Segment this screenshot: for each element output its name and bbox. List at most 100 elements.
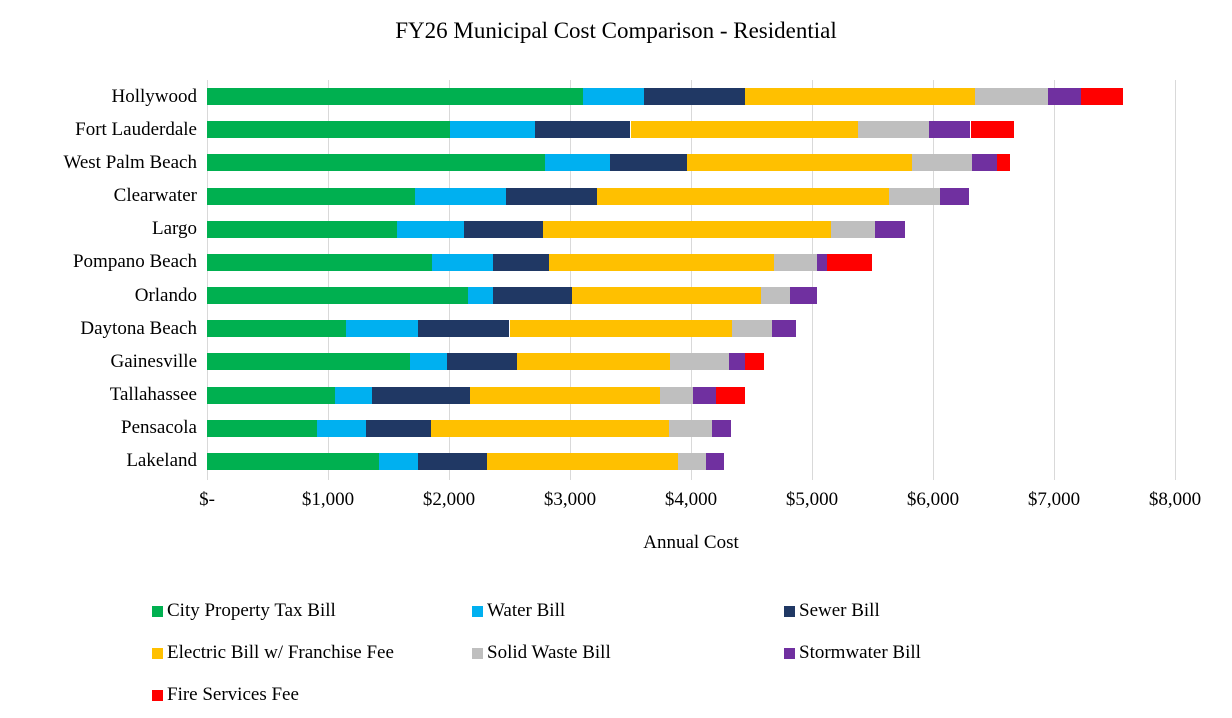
bar-segment xyxy=(1047,88,1081,106)
bar-row xyxy=(207,419,1175,437)
bar-segment xyxy=(410,353,447,371)
bar-segment xyxy=(378,452,418,470)
bar-segment xyxy=(396,220,464,238)
bar-segment xyxy=(346,320,418,338)
gridline xyxy=(933,80,934,480)
legend-swatch-icon xyxy=(152,689,163,701)
bar-segment xyxy=(516,353,671,371)
bar-segment xyxy=(643,88,746,106)
legend-item: Electric Bill w/ Franchise Fee xyxy=(152,642,394,664)
gridline xyxy=(570,80,571,480)
bar-segment xyxy=(929,121,971,139)
bar-segment xyxy=(816,253,827,271)
bar-segment xyxy=(705,452,724,470)
bar-segment xyxy=(687,154,913,172)
bar-segment xyxy=(693,386,717,404)
bar-segment xyxy=(912,154,972,172)
legend-label: Stormwater Bill xyxy=(799,642,921,663)
legend-item: Water Bill xyxy=(472,600,565,622)
bar-segment xyxy=(415,187,506,205)
bar-segment xyxy=(417,452,487,470)
x-axis-title: Annual Cost xyxy=(643,532,739,553)
gridline xyxy=(328,80,329,480)
x-axis-tick-label: $8,000 xyxy=(1148,489,1202,510)
y-axis-category-label: Pensacola xyxy=(121,417,197,439)
bar-segment xyxy=(534,121,631,139)
bar-segment xyxy=(774,253,817,271)
bar-segment xyxy=(207,320,347,338)
x-axis-tick-label: $1,000 xyxy=(301,489,355,510)
bar-segment xyxy=(207,419,318,437)
bar-segment xyxy=(971,154,998,172)
bar-row xyxy=(207,287,1175,305)
x-axis-tick-label: $6,000 xyxy=(906,489,960,510)
bar-segment xyxy=(975,88,1048,106)
bar-segment xyxy=(659,386,694,404)
bar-row xyxy=(207,320,1175,338)
bar-row xyxy=(207,253,1175,271)
bar-segment xyxy=(831,220,875,238)
bar-segment xyxy=(417,320,510,338)
bar-segment xyxy=(430,419,670,437)
bar-segment xyxy=(450,121,535,139)
bar-segment xyxy=(761,287,791,305)
y-axis-category-label: Largo xyxy=(151,218,197,240)
legend-label: Fire Services Fee xyxy=(167,684,299,705)
y-axis-category-label: Orlando xyxy=(134,284,197,306)
y-axis-category-label: Tallahassee xyxy=(109,384,197,406)
bar-segment xyxy=(207,187,416,205)
bar-segment xyxy=(1080,88,1123,106)
bar-segment xyxy=(583,88,644,106)
bar-segment xyxy=(317,419,366,437)
x-axis-tick-label: $3,000 xyxy=(543,489,597,510)
bar-segment xyxy=(997,154,1011,172)
gridline xyxy=(449,80,450,480)
y-axis-category-label: Hollywood xyxy=(111,85,198,107)
legend-label: Solid Waste Bill xyxy=(487,642,611,663)
bar-segment xyxy=(335,386,372,404)
y-axis-category-label: Daytona Beach xyxy=(80,317,197,339)
y-axis-category-label: Clearwater xyxy=(113,185,197,207)
bar-segment xyxy=(670,353,729,371)
legend-item: City Property Tax Bill xyxy=(152,600,336,622)
legend-swatch-icon xyxy=(784,647,795,659)
bar-segment xyxy=(826,253,873,271)
bar-segment xyxy=(446,353,517,371)
bar-segment xyxy=(432,253,493,271)
bar-segment xyxy=(207,386,336,404)
legend-item: Stormwater Bill xyxy=(784,642,921,664)
bar-segment xyxy=(732,320,773,338)
gridline xyxy=(1054,80,1055,480)
legend-label: Sewer Bill xyxy=(799,600,880,621)
bar-segment xyxy=(711,419,731,437)
bar-segment xyxy=(468,287,493,305)
bar-segment xyxy=(609,154,688,172)
bar-row xyxy=(207,452,1175,470)
bar-segment xyxy=(716,386,746,404)
bar-segment xyxy=(970,121,1015,139)
bar-segment xyxy=(790,287,817,305)
x-axis-tick-label: $2,000 xyxy=(422,489,476,510)
bar-segment xyxy=(544,154,610,172)
gridline xyxy=(1175,80,1176,480)
x-axis-tick-label: $4,000 xyxy=(664,489,718,510)
bar-row xyxy=(207,154,1175,172)
bar-segment xyxy=(463,220,544,238)
bar-segment xyxy=(469,386,660,404)
y-axis-category-label: Lakeland xyxy=(126,450,197,472)
legend-swatch-icon xyxy=(152,647,163,659)
bar-segment xyxy=(874,220,906,238)
legend-swatch-icon xyxy=(472,605,483,617)
y-axis-category-label: West Palm Beach xyxy=(63,151,197,173)
bar-segment xyxy=(728,353,746,371)
x-axis-tick-label: $- xyxy=(199,489,215,510)
legend-item: Fire Services Fee xyxy=(152,684,299,706)
y-axis-category-label: Gainesville xyxy=(110,350,197,372)
bar-segment xyxy=(630,121,858,139)
bar-segment xyxy=(572,287,762,305)
bar-segment xyxy=(207,253,433,271)
bar-segment xyxy=(371,386,470,404)
bar-segment xyxy=(207,287,469,305)
